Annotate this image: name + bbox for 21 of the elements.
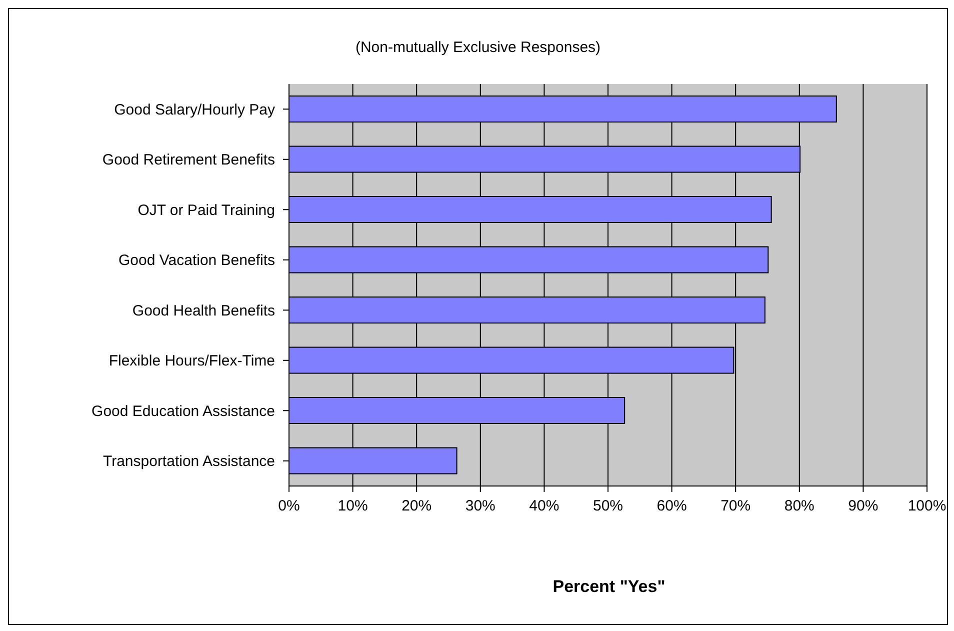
x-tick-label: 0%	[278, 498, 300, 515]
y-tick-label: Good Vacation Benefits	[118, 252, 275, 270]
y-tick-label: Good Retirement Benefits	[102, 152, 275, 169]
y-tick-label: Good Salary/Hourly Pay	[114, 101, 276, 118]
y-tick-label: Good Health Benefits	[132, 302, 275, 320]
chart-subtitle: (Non-mutually Exclusive Responses)	[354, 39, 602, 56]
x-tick-label: 40%	[529, 498, 560, 515]
x-tick-label: 80%	[784, 498, 814, 515]
x-tick-label: 50%	[592, 498, 624, 515]
x-tick-label: 90%	[848, 498, 878, 515]
y-tick-label: Good Education Assistance	[92, 402, 275, 420]
x-tick-label: 20%	[402, 498, 432, 515]
y-tick-label: Flexible Hours/Flex-Time	[108, 352, 275, 370]
x-tick-label: 100%	[908, 498, 946, 515]
x-tick-label: 30%	[465, 498, 496, 515]
x-tick-label: 60%	[656, 498, 687, 515]
y-tick-label: Transportation Assistance	[102, 453, 275, 470]
x-axis-title: Percent "Yes"	[552, 577, 666, 597]
y-tick-label: OJT or Paid Training	[138, 202, 275, 219]
x-tick-label: 10%	[338, 498, 368, 515]
x-tick-label: 70%	[720, 498, 751, 515]
